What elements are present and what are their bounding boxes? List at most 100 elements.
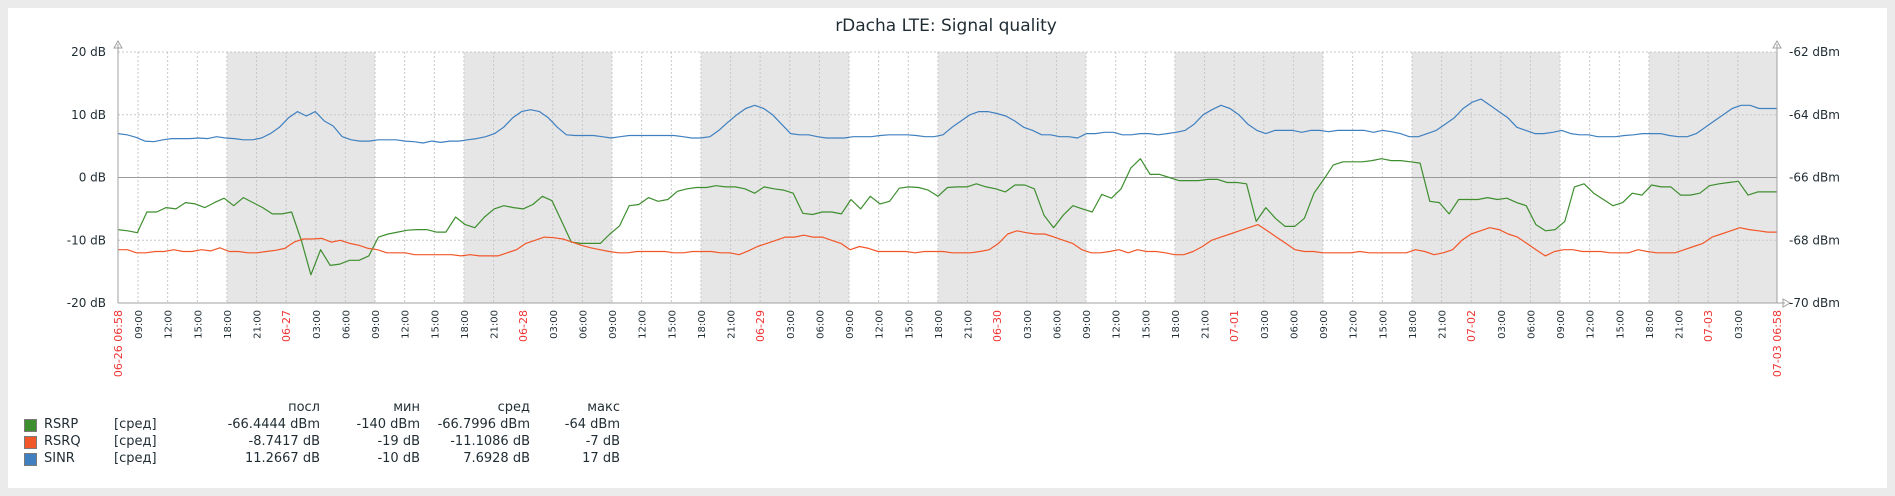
x-tick-label: 12:00 (1349, 310, 1360, 339)
legend-name: RSRP (44, 417, 79, 432)
graph-panel: rDacha LTE: Signal quality 20 dB 10 dB 0 d… (8, 8, 1887, 488)
legend-header-max: макс (587, 400, 620, 415)
signal-quality-chart: rDacha LTE: Signal quality 20 dB 10 dB 0 d… (67, 16, 1840, 377)
series-rsrp (117, 158, 1777, 276)
x-tick-label: 03:00 (1260, 310, 1271, 339)
x-tick-label: 21:00 (1201, 310, 1212, 339)
x-tick-label: 15:00 (904, 310, 915, 339)
x-tick-label: 06:00 (815, 310, 826, 339)
y-left-tick-label: 20 dB (71, 45, 106, 59)
x-tick-label: 15:00 (1615, 310, 1626, 339)
x-tick-label: 09:00 (1319, 310, 1330, 339)
y-axis-left-arrow-icon (113, 39, 123, 49)
legend-avg: 7.6928 dB (463, 451, 530, 466)
legend-last: 11.2667 dB (244, 451, 320, 466)
x-tick-label: 12:00 (875, 310, 886, 339)
x-tick-label: 15:00 (1378, 310, 1389, 339)
x-tick-label: 18:00 (697, 310, 708, 339)
x-tick-label: 03:00 (549, 310, 560, 339)
x-tick-label: 09:00 (1082, 310, 1093, 339)
legend-function: [сред] (114, 417, 157, 432)
x-tick-label: 15:00 (667, 310, 678, 339)
y-axis-right-labels: -62 dBm -64 dBm -66 dBm -68 dBm -70 dBm (1789, 45, 1840, 310)
x-axis-labels: 06-26 06:58 09:00 12:00 15:00 18:00 21:00 06-2… (112, 310, 1784, 377)
x-tick-label: 18:00 (223, 310, 234, 339)
x-tick-label: 03:00 (1497, 310, 1508, 339)
legend-function: [сред] (114, 434, 157, 449)
legend-max: 17 dB (582, 451, 620, 466)
x-axis-arrow-icon (1782, 298, 1792, 308)
x-tick-label: 09:00 (845, 310, 856, 339)
legend-header-avg: сред (497, 400, 530, 415)
axes (113, 39, 1792, 308)
x-tick-label: 21:00 (1675, 310, 1686, 339)
x-start-label: 06-26 06:58 (112, 310, 125, 377)
x-tick-label: 06:00 (341, 310, 352, 339)
x-tick-label: 12:00 (638, 310, 649, 339)
x-tick-label: 06-27 (280, 310, 293, 342)
legend-last: -8.7417 dB (248, 434, 320, 449)
x-tick-label: 06-29 (754, 310, 767, 342)
x-tick-label: 21:00 (727, 310, 738, 339)
x-tick-label: 21:00 (253, 310, 264, 339)
legend-swatch-rsrp (24, 419, 37, 432)
x-tick-label: 03:00 (1023, 310, 1034, 339)
x-tick-label: 06:00 (1052, 310, 1063, 339)
x-tick-label: 12:00 (1112, 310, 1123, 339)
x-tick-label: 18:00 (1171, 310, 1182, 339)
y-right-tick-label: -70 dBm (1789, 296, 1840, 310)
x-tick-label: 03:00 (312, 310, 323, 339)
x-tick-label: 15:00 (1141, 310, 1152, 339)
x-tick-label: 18:00 (934, 310, 945, 339)
legend-swatch-rsrq (24, 436, 37, 449)
y-left-tick-label: -20 dB (67, 296, 106, 310)
legend-swatch-sinr (24, 453, 37, 466)
y-right-tick-label: -68 dBm (1789, 233, 1840, 247)
x-tick-label: 18:00 (1645, 310, 1656, 339)
x-tick-label: 12:00 (1586, 310, 1597, 339)
x-tick-label: 07-02 (1465, 310, 1478, 342)
x-tick-label: 12:00 (164, 310, 175, 339)
x-tick-label: 06-28 (517, 310, 530, 342)
chart-title: rDacha LTE: Signal quality (835, 16, 1057, 36)
legend-name: RSRQ (44, 434, 81, 449)
x-tick-label: 06:00 (578, 310, 589, 339)
x-tick-label: 21:00 (964, 310, 975, 339)
legend-min: -19 dB (377, 434, 420, 449)
x-tick-label: 07-01 (1228, 310, 1241, 342)
x-tick-label: 06:00 (1289, 310, 1300, 339)
legend-header-last: посл (288, 400, 320, 415)
y-left-tick-label: 10 dB (71, 108, 106, 122)
x-tick-label: 21:00 (490, 310, 501, 339)
x-tick-label: 07-03 (1702, 310, 1715, 342)
x-end-label: 07-03 06:58 (1771, 310, 1784, 377)
series-sinr (117, 98, 1777, 144)
legend-function: [сред] (114, 451, 157, 466)
y-axis-right-arrow-icon (1772, 39, 1782, 49)
series-lines (117, 98, 1777, 276)
y-left-tick-label: 0 dB (79, 171, 106, 185)
y-right-tick-label: -62 dBm (1789, 45, 1840, 59)
x-tick-label: 21:00 (1438, 310, 1449, 339)
x-tick-label: 09:00 (371, 310, 382, 339)
x-tick-label: 09:00 (1556, 310, 1567, 339)
x-tick-label: 09:00 (608, 310, 619, 339)
legend-min: -140 dBm (356, 417, 420, 432)
legend-avg: -11.1086 dB (450, 434, 530, 449)
legend-max: -7 dB (585, 434, 620, 449)
legend-name: SINR (44, 451, 75, 466)
legend-avg: -66.7996 dBm (437, 417, 530, 432)
y-axis-left-labels: 20 dB 10 dB 0 dB -10 dB -20 dB (67, 45, 106, 310)
y-right-tick-label: -64 dBm (1789, 108, 1840, 122)
x-tick-label: 15:00 (193, 310, 204, 339)
legend-min: -10 dB (377, 451, 420, 466)
x-tick-label: 18:00 (460, 310, 471, 339)
y-left-tick-label: -10 dB (67, 233, 106, 247)
x-tick-label: 06-30 (991, 310, 1004, 342)
legend-header-min: мин (393, 400, 420, 415)
y-right-tick-label: -66 dBm (1789, 171, 1840, 185)
x-tick-label: 06:00 (1526, 310, 1537, 339)
legend-max: -64 dBm (564, 417, 620, 432)
legend-last: -66.4444 dBm (227, 417, 320, 432)
x-tick-label: 18:00 (1408, 310, 1419, 339)
